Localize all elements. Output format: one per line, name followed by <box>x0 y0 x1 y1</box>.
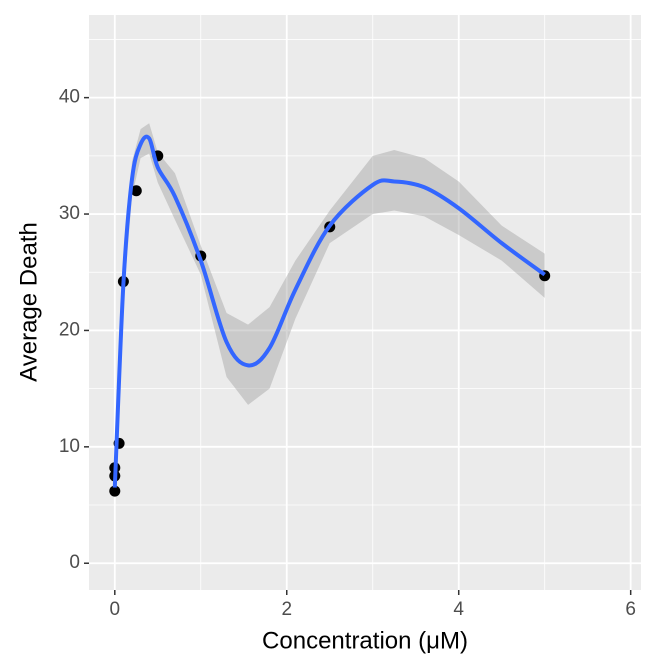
x-tick-label: 0 <box>110 599 121 620</box>
point <box>130 185 142 197</box>
y-tick-label: 20 <box>59 319 80 340</box>
x-tick-label: 6 <box>625 599 636 620</box>
y-axis-title: Average Death <box>15 222 42 382</box>
point <box>109 485 121 497</box>
y-tick-label: 40 <box>59 87 80 108</box>
y-tick-label: 0 <box>69 552 80 573</box>
x-axis-title: Concentration (μM) <box>262 627 468 654</box>
y-tick-label: 30 <box>59 203 80 224</box>
confidence-band <box>114 123 545 500</box>
x-tick-label: 2 <box>281 599 292 620</box>
smooth-line <box>112 134 546 488</box>
panel <box>89 15 641 590</box>
x-tick-label: 4 <box>453 599 464 620</box>
y-tick-label: 10 <box>59 436 80 457</box>
